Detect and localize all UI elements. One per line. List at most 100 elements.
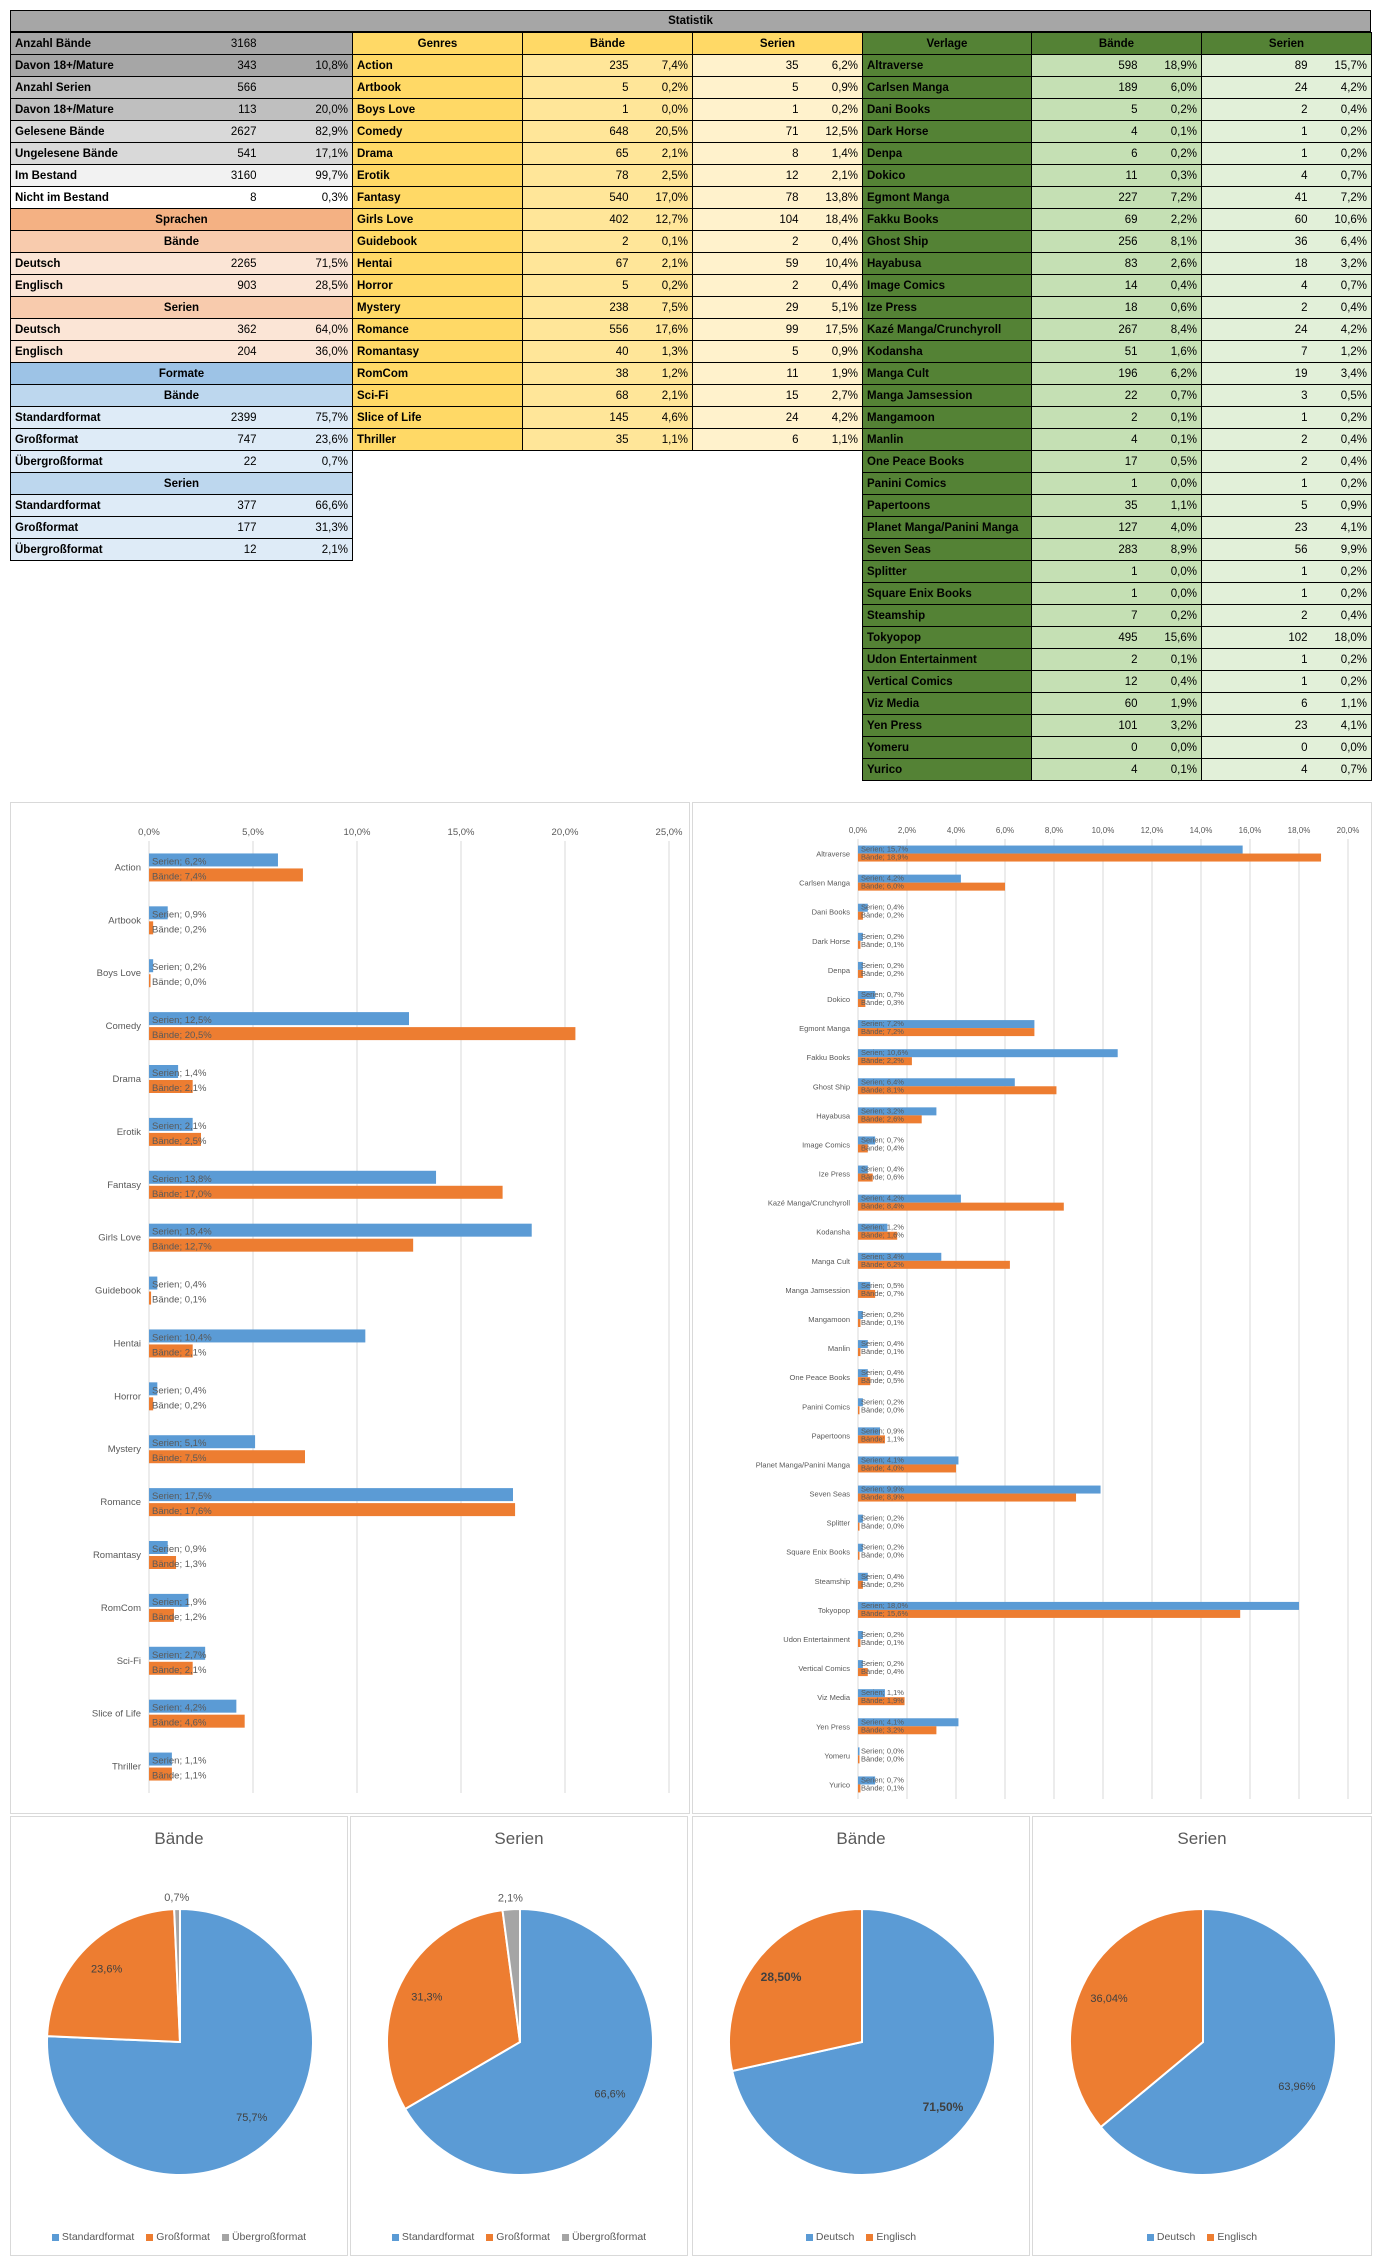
pie-slice <box>1069 1907 1204 2129</box>
row-label: Nicht im Bestand <box>10 186 211 209</box>
row-value: 204 <box>210 340 261 363</box>
row-value: 24 <box>1201 76 1312 99</box>
row-percent: 15,6% <box>1141 626 1202 649</box>
row-label: Davon 18+/Mature <box>10 98 211 121</box>
row-percent: 4,2% <box>1311 318 1373 341</box>
pie-slice <box>501 1907 521 2043</box>
bar-serien <box>858 1631 863 1639</box>
row-value: 3160 <box>210 164 261 187</box>
category-label: Panini Comics <box>802 1402 850 1411</box>
category-label: Yurico <box>829 1780 850 1789</box>
row-percent: 0,4% <box>1141 274 1202 297</box>
row-percent: 0,4% <box>1311 98 1373 121</box>
bar-baende <box>858 1173 873 1182</box>
legend-label: Übergroßformat <box>571 2231 647 2243</box>
column-header: Genres <box>352 32 523 55</box>
row-percent: 0,7% <box>1141 384 1202 407</box>
bar-serien <box>858 1369 868 1378</box>
row-value: 495 <box>1031 626 1142 649</box>
row-value: 102 <box>1201 626 1312 649</box>
table-row: Kazé Manga/Crunchyroll 267 8,4% 24 4,2% <box>862 318 1373 341</box>
row-percent: 8,1% <box>1141 230 1202 253</box>
row-label: Dokico <box>862 164 1032 187</box>
bar-baende <box>149 1132 201 1146</box>
table-row: Gelesene Bände 2627 82,9% <box>10 120 353 143</box>
row-percent: 13,8% <box>802 186 864 209</box>
category-label: Carlsen Manga <box>799 879 851 888</box>
bar-serien <box>858 845 1243 854</box>
row-percent <box>260 32 353 55</box>
data-label: Bände; 0,2% <box>152 924 207 935</box>
data-label: Serien; 0,4% <box>861 1368 904 1377</box>
row-value: 566 <box>210 76 261 99</box>
table-row: Slice of Life 145 4,6% 24 4,2% <box>352 406 864 429</box>
bar-serien <box>858 932 863 941</box>
table-row: Drama 65 2,1% 8 1,4% <box>352 142 864 165</box>
row-value: 4 <box>1031 120 1142 143</box>
row-value: 541 <box>210 142 261 165</box>
row-percent: 1,9% <box>802 362 864 385</box>
data-label: Serien; 17,5% <box>152 1491 212 1502</box>
row-percent: 3,2% <box>1311 252 1373 275</box>
pie-chart-panel-format-serien: Serien 66,6% 31,3% 2,1% Standardformat Groß… <box>350 1816 688 2256</box>
axis-tick-label: 2,0% <box>898 826 916 835</box>
category-label: Action <box>115 862 141 873</box>
row-percent: 66,6% <box>260 494 353 517</box>
row-percent: 7,5% <box>632 296 693 319</box>
data-label: Bände; 0,1% <box>152 1295 207 1306</box>
data-label: Bände; 0,1% <box>861 940 904 949</box>
data-label: Serien; 0,4% <box>861 1165 904 1174</box>
category-label: Manlin <box>828 1344 850 1353</box>
row-value: 362 <box>210 318 261 341</box>
row-value: 78 <box>522 164 633 187</box>
row-label: Guidebook <box>352 230 523 253</box>
row-label: Mangamoon <box>862 406 1032 429</box>
row-percent: 10,4% <box>802 252 864 275</box>
row-label: Anzahl Serien <box>10 76 211 99</box>
category-label: Yen Press <box>816 1722 850 1731</box>
data-label: Serien; 0,2% <box>861 1543 904 1552</box>
data-label: Serien; 0,2% <box>861 1310 904 1319</box>
bar-baende <box>149 1503 516 1517</box>
row-percent: 1,1% <box>1141 494 1202 517</box>
category-label: Splitter <box>827 1519 851 1528</box>
table-row: Deutsch 2265 71,5% <box>10 252 353 275</box>
row-percent: 0,5% <box>1311 384 1373 407</box>
pie-slice <box>728 1907 863 2073</box>
bar-serien <box>858 1252 942 1261</box>
data-label: Bände; 0,1% <box>861 1318 904 1327</box>
category-label: Slice of Life <box>92 1709 141 1720</box>
bar-serien <box>149 1593 189 1607</box>
row-label: Fakku Books <box>862 208 1032 231</box>
row-value: 235 <box>522 54 633 77</box>
pie-slice <box>46 1908 182 2044</box>
bar-baende <box>858 1289 876 1298</box>
section-subheader: Serien <box>10 296 353 319</box>
row-percent: 0,3% <box>260 186 353 209</box>
row-percent: 99,7% <box>260 164 353 187</box>
row-value: 11 <box>1031 164 1142 187</box>
row-percent: 4,1% <box>1311 516 1373 539</box>
row-percent: 17,0% <box>632 186 693 209</box>
row-percent: 1,3% <box>632 340 693 363</box>
pie-chart: 75,7% 23,6% 0,7% <box>46 1892 314 2176</box>
data-label: Bände; 0,2% <box>861 911 904 920</box>
bar-baende <box>858 1435 885 1444</box>
table-row: Sprachen <box>10 208 353 231</box>
row-value: 6 <box>1031 142 1142 165</box>
pie-chart: 63,96% 36,04% <box>1069 1907 1337 2176</box>
row-label: Drama <box>352 142 523 165</box>
row-percent: 0,4% <box>1311 450 1373 473</box>
row-percent: 1,2% <box>1311 340 1373 363</box>
row-value: 903 <box>210 274 261 297</box>
table-row: Dani Books 5 0,2% 2 0,4% <box>862 98 1373 121</box>
data-label: Serien; 0,7% <box>861 990 904 999</box>
row-value: 227 <box>1031 186 1142 209</box>
row-percent: 1,1% <box>802 428 864 451</box>
table-row: Bände <box>10 230 353 253</box>
data-label: Bände; 17,0% <box>152 1189 212 1200</box>
row-percent: 9,9% <box>1311 538 1373 561</box>
data-label: Bände; 7,2% <box>861 1027 904 1036</box>
pie-data-label: 75,7% <box>236 2112 267 2124</box>
table-row: Tokyopop 495 15,6% 102 18,0% <box>862 626 1373 649</box>
